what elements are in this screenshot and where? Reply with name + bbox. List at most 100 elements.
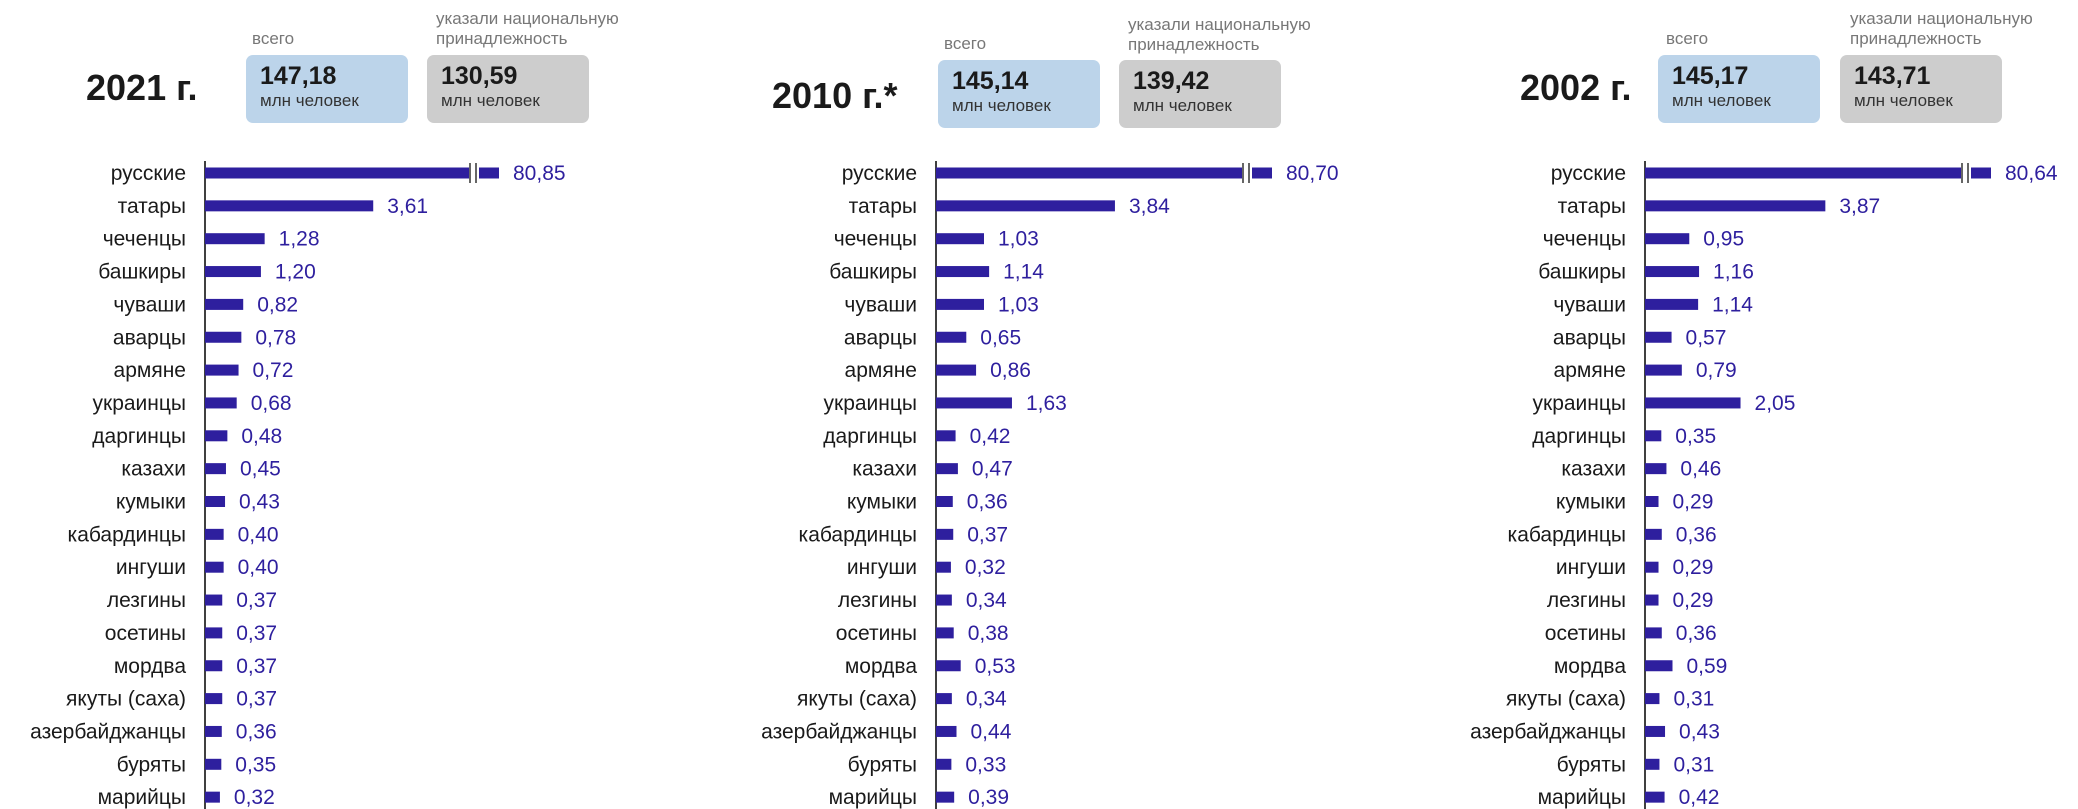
bar	[936, 463, 958, 475]
data-label: 0,45	[240, 458, 281, 481]
data-label: 0,29	[1673, 491, 1714, 514]
data-label: 0,95	[1703, 228, 1744, 251]
data-label: 0,39	[968, 786, 1009, 809]
year-title: 2010 г.*	[772, 75, 898, 116]
data-label: 0,38	[968, 622, 1009, 645]
category-label: армяне	[114, 359, 186, 382]
bar	[205, 266, 261, 278]
category-label: осетины	[1545, 622, 1626, 645]
bar	[936, 561, 951, 573]
indicated-value: 139,42	[1133, 67, 1210, 95]
bar	[936, 693, 952, 705]
data-label: 0,72	[253, 359, 294, 382]
category-label: башкиры	[1538, 261, 1626, 284]
bar	[1645, 496, 1659, 507]
data-label: 0,46	[1680, 458, 1721, 481]
bar	[936, 266, 990, 278]
total-label: всего	[252, 29, 295, 48]
panel-2002: 2002 г. всего указали национальную прина…	[1440, 0, 2078, 809]
data-label: 0,86	[990, 359, 1031, 382]
data-label: 1,03	[998, 293, 1039, 316]
bar	[1645, 528, 1662, 540]
data-label: 0,68	[251, 392, 292, 415]
data-label: 0,59	[1686, 655, 1727, 678]
bar	[1645, 167, 1962, 179]
bar	[936, 528, 954, 540]
total-label: всего	[1666, 29, 1709, 48]
bar	[1645, 430, 1662, 442]
data-label: 0,37	[236, 655, 277, 678]
category-label: мордва	[1554, 655, 1626, 678]
panel-2010: 2010 г.* всего указали национальную прин…	[730, 0, 1420, 809]
category-label: азербайджанцы	[761, 720, 917, 743]
data-label: 0,36	[967, 491, 1008, 514]
category-label: чуваши	[1553, 293, 1626, 316]
category-label: чеченцы	[834, 228, 917, 251]
data-label: 0,35	[235, 753, 276, 776]
bar	[205, 463, 226, 475]
bar	[205, 298, 244, 310]
data-label: 0,36	[1676, 622, 1717, 645]
category-label: татары	[118, 195, 186, 218]
bar	[205, 594, 223, 606]
data-label: 1,03	[998, 228, 1039, 251]
category-label: татары	[849, 195, 917, 218]
data-label: 0,43	[239, 491, 280, 514]
category-label: украинцы	[1533, 392, 1627, 415]
category-label: якуты (саха)	[66, 688, 186, 711]
indicated-label: указали национальную принадлежность	[436, 9, 619, 48]
category-label: аварцы	[1553, 326, 1626, 349]
category-label: чеченцы	[103, 228, 186, 251]
bar	[936, 298, 984, 310]
bar	[205, 561, 224, 573]
data-label: 0,82	[257, 293, 298, 316]
category-label: русские	[1551, 162, 1626, 185]
bar	[1645, 791, 1665, 803]
data-label: 0,37	[236, 589, 277, 612]
data-label: 0,43	[1679, 720, 1720, 743]
data-label: 0,32	[234, 786, 275, 809]
bar	[205, 758, 222, 770]
bar	[205, 167, 470, 179]
axis-break-gap	[469, 162, 479, 184]
indicated-unit: млн человек	[1133, 96, 1232, 115]
data-label: 1,14	[1712, 293, 1753, 316]
total-box: 145,17 млн человек	[1658, 55, 1820, 123]
bar-continuation	[1252, 167, 1272, 179]
category-label: башкиры	[829, 261, 917, 284]
indicated-value: 143,71	[1854, 62, 1931, 90]
bar	[205, 496, 226, 507]
total-unit: млн человек	[952, 96, 1051, 115]
data-label: 1,20	[275, 261, 316, 284]
bar	[205, 693, 223, 705]
bar	[1645, 693, 1660, 705]
bar	[936, 430, 956, 442]
data-label: 0,31	[1673, 753, 1714, 776]
category-label: кумыки	[1556, 491, 1626, 514]
bar	[936, 364, 977, 376]
category-label: марийцы	[829, 786, 917, 809]
total-value: 145,14	[952, 67, 1029, 95]
category-label: татары	[1558, 195, 1626, 218]
bar	[936, 200, 1115, 212]
data-label: 0,32	[965, 556, 1006, 579]
data-label: 0,34	[966, 688, 1007, 711]
indicated-box: 139,42 млн человек	[1119, 60, 1281, 128]
indicated-unit: млн человек	[1854, 91, 1953, 110]
category-label: кабардинцы	[1508, 523, 1626, 546]
bar-continuation	[1971, 167, 1991, 179]
category-label: русские	[842, 162, 917, 185]
bar	[205, 200, 374, 212]
category-label: даргинцы	[823, 425, 917, 448]
category-label: лезгины	[1547, 589, 1626, 612]
data-label: 0,36	[1676, 523, 1717, 546]
data-label: 0,40	[238, 556, 279, 579]
data-label: 0,37	[236, 622, 277, 645]
bar	[936, 397, 1012, 409]
data-label: 80,64	[2005, 162, 2058, 185]
category-label: кабардинцы	[68, 523, 186, 546]
total-unit: млн человек	[260, 91, 359, 110]
data-label: 0,40	[238, 523, 279, 546]
bar	[205, 430, 228, 442]
category-label: осетины	[836, 622, 917, 645]
